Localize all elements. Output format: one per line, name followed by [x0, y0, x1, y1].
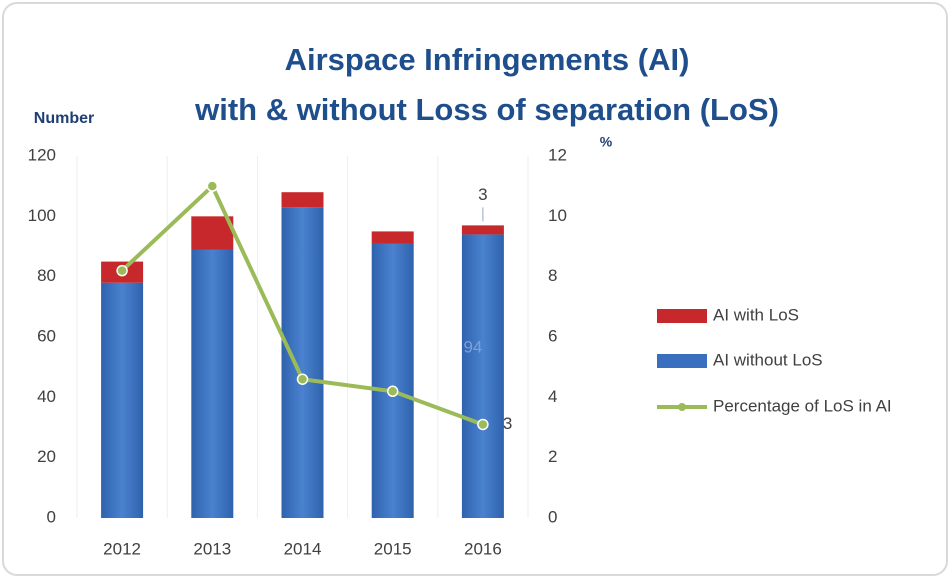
- point: [477, 418, 489, 431]
- y-axis-label: Number: [34, 110, 94, 127]
- y-tick-label: 60: [37, 326, 56, 345]
- x-tick-label: 2014: [284, 539, 322, 558]
- y-tick-label: 0: [47, 507, 56, 526]
- y2-axis-label: %: [600, 134, 613, 150]
- y2-tick-label: 10: [548, 206, 567, 225]
- bar: [461, 234, 504, 518]
- y-tick-label: 120: [28, 145, 56, 164]
- chart-title: Airspace Infringements (AI): [285, 42, 690, 77]
- point: [206, 180, 219, 192]
- data-label: 3: [503, 414, 512, 433]
- y2-tick-label: 8: [548, 266, 557, 285]
- legend-swatch: [657, 354, 707, 368]
- bar: [281, 207, 324, 519]
- y-tick-label: 100: [28, 206, 56, 225]
- y2-tick-label: 6: [548, 326, 557, 345]
- y2-tick-label: 0: [548, 507, 557, 526]
- legend-label: AI without LoS: [713, 350, 823, 369]
- bar: [281, 192, 324, 208]
- data-label: 94: [463, 337, 482, 356]
- legend-swatch: [678, 403, 686, 411]
- y2-tick-label: 12: [548, 145, 567, 164]
- bar: [371, 243, 414, 518]
- legend-label: AI with LoS: [713, 305, 799, 324]
- y-tick-label: 20: [37, 447, 56, 466]
- point: [386, 385, 399, 398]
- y-tick-label: 80: [37, 266, 56, 285]
- chart-title: with & without Loss of separation (LoS): [194, 92, 779, 127]
- data-label: 3: [478, 185, 487, 204]
- y2-tick-label: 2: [548, 447, 557, 466]
- bar: [461, 225, 504, 235]
- bar: [371, 231, 414, 244]
- x-tick-label: 2013: [193, 539, 231, 558]
- bar: [191, 249, 234, 518]
- y2-tick-label: 4: [548, 387, 557, 406]
- x-tick-label: 2016: [464, 539, 502, 558]
- y-tick-label: 40: [37, 387, 56, 406]
- bar: [191, 216, 234, 250]
- legend-label: Percentage of LoS in AI: [713, 396, 892, 415]
- legend-swatch: [657, 309, 707, 323]
- bar: [101, 282, 144, 518]
- x-tick-label: 2012: [103, 539, 141, 558]
- point: [296, 373, 309, 385]
- x-tick-label: 2015: [374, 539, 412, 558]
- point: [116, 264, 128, 277]
